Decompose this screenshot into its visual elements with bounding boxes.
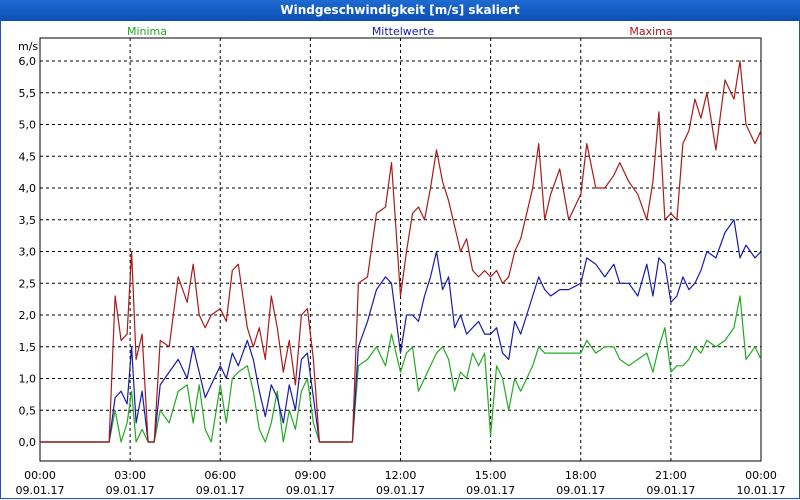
series-line-maxima	[40, 60, 762, 443]
x-tick-time: 00:00	[24, 469, 56, 482]
y-tick-label: 1,5	[19, 341, 37, 354]
y-tick-label: 3,0	[19, 246, 37, 259]
y-tick-label: 2,0	[19, 309, 37, 322]
y-tick-label: 2,5	[19, 277, 37, 290]
x-tick-time: 09:00	[295, 469, 327, 482]
x-tick-time: 06:00	[204, 469, 236, 482]
y-tick-label: 3,5	[19, 214, 37, 227]
x-tick-date: 09.01.17	[556, 484, 605, 497]
x-tick-time: 15:00	[475, 469, 507, 482]
x-tick-date: 09.01.17	[196, 484, 245, 497]
y-tick-label: 6,0	[19, 55, 37, 68]
y-axis-label: m/s	[18, 40, 38, 53]
x-tick-date: 09.01.17	[286, 484, 335, 497]
legend-mittelwerte: Mittelwerte	[372, 25, 435, 38]
window-title: Windgeschwindigkeit [m/s] skaliert	[0, 0, 800, 21]
x-tick-time: 18:00	[565, 469, 597, 482]
legend-minima: Minima	[127, 25, 167, 38]
y-tick-label: 0,5	[19, 404, 37, 417]
x-tick-date: 09.01.17	[376, 484, 425, 497]
x-tick-time: 03:00	[114, 469, 146, 482]
x-tick-labels: 00:00 09.01.17 03:00 09.01.17 06:00 09.01.17 0…	[16, 469, 786, 497]
x-tick-date: 09.01.17	[16, 484, 65, 497]
y-tick-label: 4,5	[19, 150, 37, 163]
x-tick-time: 12:00	[385, 469, 417, 482]
x-tick-date: 10.01.17	[737, 484, 786, 497]
y-tick-label: 5,5	[19, 87, 37, 100]
series-line-mittelwerte	[40, 219, 762, 443]
legend-maxima: Maxima	[629, 25, 672, 38]
x-tick-time: 21:00	[655, 469, 687, 482]
y-tick-label: 5,0	[19, 119, 37, 132]
x-tick-date: 09.01.17	[106, 484, 155, 497]
grid-lines	[40, 38, 761, 461]
y-tick-label: 1,0	[19, 373, 37, 386]
series-line-minima	[40, 295, 762, 443]
y-tick-label: 0,0	[19, 436, 37, 449]
x-tick-date: 09.01.17	[466, 484, 515, 497]
y-tick-labels: 0,0 0,5 1,0 1,5 2,0 2,5 3,0 3,5 4,0 4,5 5,0 5,5 6,0	[19, 55, 37, 449]
y-tick-label: 4,0	[19, 182, 37, 195]
x-tick-time: 00:00	[745, 469, 777, 482]
x-tick-date: 09.01.17	[646, 484, 695, 497]
series-lines	[40, 60, 762, 443]
